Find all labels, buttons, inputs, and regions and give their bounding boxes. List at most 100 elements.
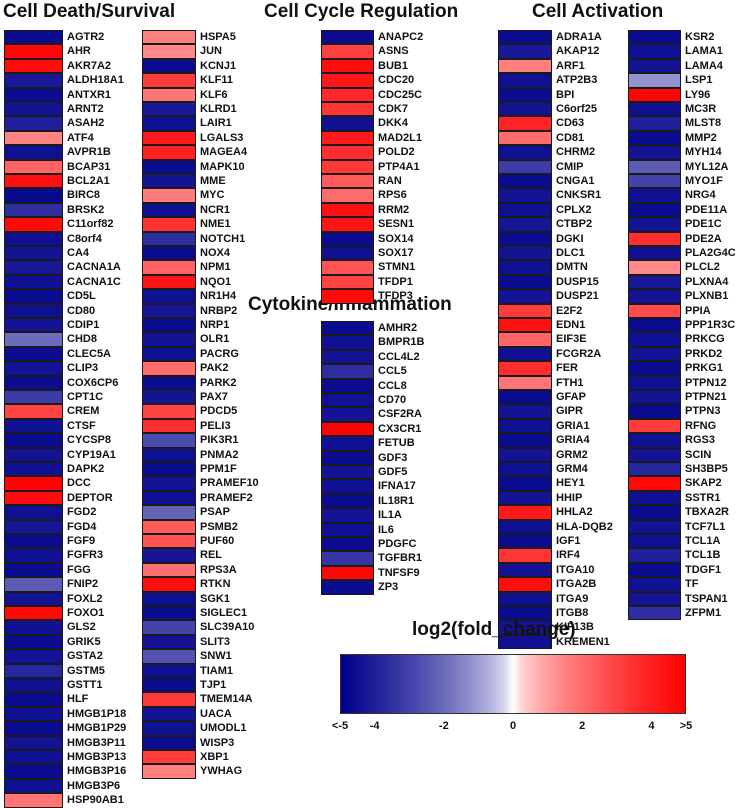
heatmap-cell — [142, 375, 196, 390]
heatmap-cell — [628, 145, 681, 160]
heatmap-cell — [628, 591, 681, 606]
heatmap-cell — [628, 202, 681, 218]
gene-label: SSTR1 — [685, 491, 721, 504]
heatmap-row: AGTR2 — [4, 30, 114, 45]
heatmap-row: E2F2 — [498, 303, 614, 318]
heatmap-cell — [498, 217, 552, 232]
gene-label: BCL2A1 — [67, 175, 110, 187]
heatmap-cell — [4, 174, 63, 189]
heatmap-row: NR1H4 — [142, 289, 252, 304]
legend-tick-label: 0 — [509, 720, 517, 732]
heatmap-row: RPS6 — [321, 188, 421, 203]
heatmap-cell — [498, 260, 552, 275]
heatmap-cell — [498, 562, 552, 578]
heatmap-row: UMODL1 — [142, 721, 252, 736]
gene-label: E2F2 — [556, 304, 583, 317]
heatmap-row: PLXNB1 — [628, 289, 736, 304]
gene-label: OLR1 — [200, 333, 230, 346]
heatmap-cell — [4, 663, 63, 678]
heatmap-cell — [628, 58, 681, 74]
gene-label: CTBP2 — [556, 218, 593, 231]
gene-label: PPP1R3C — [685, 319, 736, 331]
heatmap-cell — [628, 447, 681, 462]
heatmap-cell — [498, 361, 552, 376]
gene-label: HMGB1P18 — [67, 707, 127, 720]
gene-label: GSTT1 — [67, 679, 103, 691]
heatmap-cell — [142, 73, 196, 88]
gene-label: SESN1 — [378, 218, 415, 231]
heatmap-cell — [321, 130, 374, 146]
heatmap-row: SLIT3 — [142, 634, 252, 650]
heatmap-cell — [142, 721, 196, 736]
heatmap-row: FGD4 — [4, 519, 114, 534]
heatmap-row: PUF60 — [142, 534, 252, 549]
heatmap-row: AHR — [4, 44, 114, 59]
gene-label: ZP3 — [378, 581, 399, 594]
heatmap-row: LAMA4 — [628, 58, 736, 74]
gene-label: PRAMEF10 — [200, 477, 259, 490]
heatmap-row: IL6 — [321, 522, 421, 537]
gene-label: FNIP2 — [67, 578, 99, 591]
heatmap-row: BIRC8 — [4, 188, 114, 203]
heatmap-cell — [4, 721, 63, 736]
heatmap-cell — [321, 522, 374, 537]
heatmap-cell — [498, 145, 552, 160]
heatmap-row: DMTN — [498, 260, 614, 275]
heatmap-row: TGFBR1 — [321, 551, 422, 566]
heatmap-cell — [498, 620, 552, 635]
heatmap-row: GRM4 — [498, 462, 614, 477]
gene-label: CCL8 — [378, 379, 407, 392]
heatmap-row: PPP1R3C — [628, 318, 736, 333]
heatmap-cell — [628, 390, 681, 405]
heatmap-cell — [628, 606, 681, 621]
heatmap-row: GLS2 — [4, 620, 114, 635]
gene-label: CD70 — [378, 394, 407, 406]
heatmap-cell — [4, 577, 63, 592]
heatmap-row: GSTA2 — [4, 649, 114, 664]
heatmap-row: PAK2 — [142, 361, 252, 376]
heatmap-cell — [4, 793, 63, 808]
heatmap-cell — [321, 436, 374, 451]
heatmap-cell — [142, 476, 196, 491]
heatmap-cell — [142, 102, 196, 117]
gene-label: SNW1 — [200, 650, 232, 663]
heatmap-cell — [498, 130, 552, 146]
heatmap-row: PSAP — [142, 505, 252, 520]
gene-label: MYO1F — [685, 175, 723, 187]
gene-label: TCL1A — [685, 535, 721, 547]
gene-label: MYC — [200, 189, 225, 202]
heatmap-cell — [142, 620, 196, 635]
heatmap-row: DAPK2 — [4, 462, 114, 477]
heatmap-cell — [4, 404, 63, 419]
heatmap-cell — [142, 562, 196, 578]
gene-label: DCC — [67, 477, 91, 490]
heatmap-row: KCNJ1 — [142, 58, 252, 74]
heatmap-row: IGF1 — [498, 534, 614, 549]
heatmap-cell — [4, 116, 63, 131]
gene-label: RAN — [378, 175, 402, 187]
gene-label: ADRA1A — [556, 31, 602, 43]
gene-label: PSMB2 — [200, 520, 238, 533]
gene-label: UMODL1 — [200, 722, 247, 735]
heatmap-cell — [142, 577, 196, 592]
heatmap-row: ITGA2B — [498, 577, 614, 592]
gene-label: DUSP21 — [556, 290, 599, 303]
heatmap-cell — [142, 634, 196, 650]
gene-label: DEPTOR — [67, 491, 113, 504]
heatmap-row: C6orf25 — [498, 102, 614, 117]
heatmap-cell — [498, 418, 552, 434]
heatmap-cell — [321, 73, 374, 88]
gene-label: NME1 — [200, 218, 231, 231]
heatmap-cell — [498, 634, 552, 650]
gene-label: CD81 — [556, 131, 585, 144]
gene-label: FGG — [67, 563, 91, 576]
heatmap-cell — [4, 44, 63, 59]
heatmap-cell — [4, 231, 63, 246]
heatmap-cell — [4, 246, 63, 261]
heatmap-row: KIF13B — [498, 620, 614, 635]
gene-label: PRAMEF2 — [200, 491, 253, 504]
gene-label: MMP2 — [685, 131, 717, 144]
heatmap-row: SOX14 — [321, 231, 421, 246]
heatmap-cell — [4, 764, 63, 779]
gene-label: LAMA4 — [685, 59, 723, 72]
